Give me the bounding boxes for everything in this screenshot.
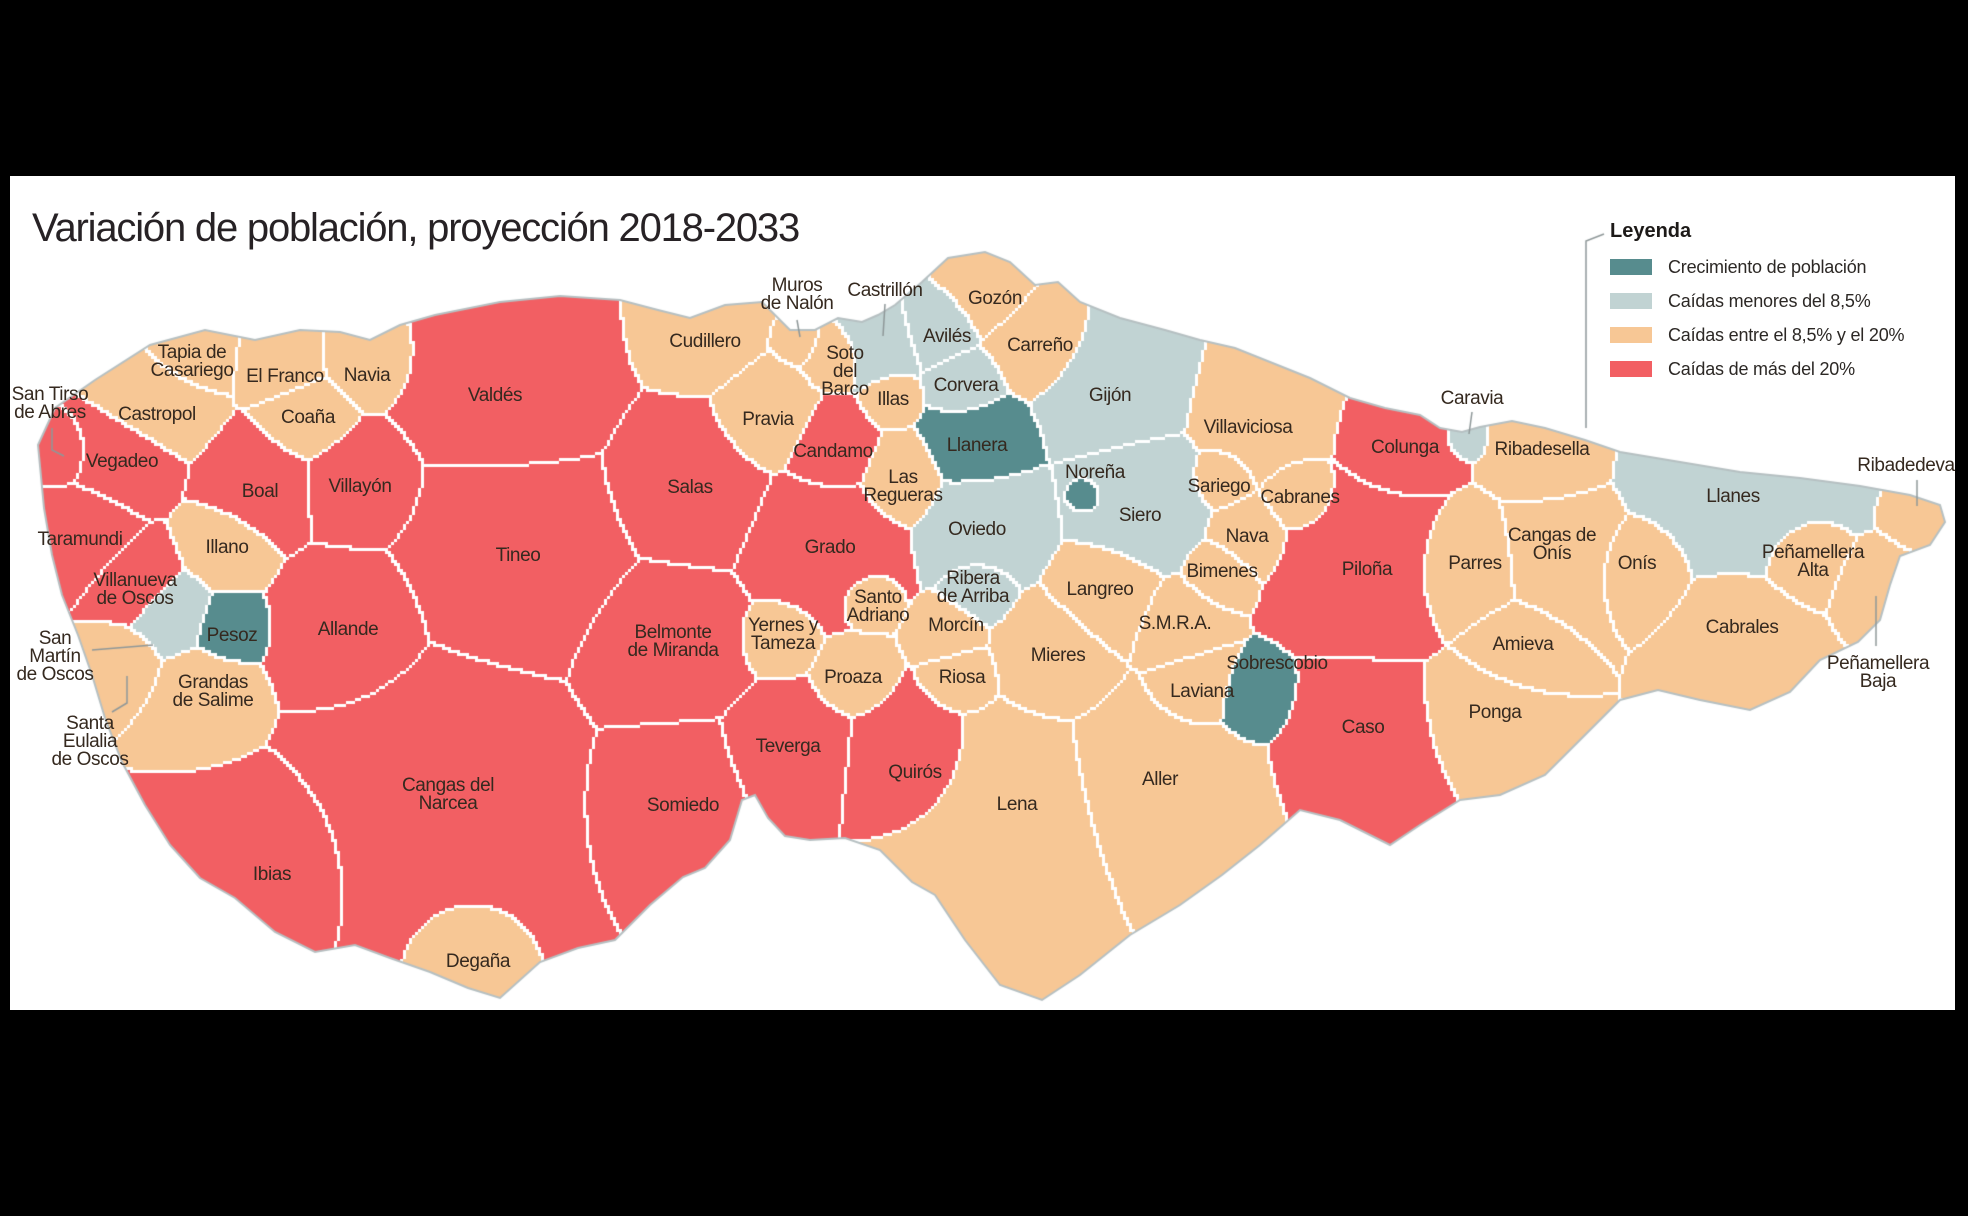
map-label-grado: Grado <box>804 536 856 558</box>
map-label-illas: Illas <box>877 388 909 410</box>
map-label-allande: Allande <box>317 618 379 640</box>
map-label-teverga: Teverga <box>755 735 821 757</box>
map-label-pravia: Pravia <box>742 408 794 430</box>
map-label-ribadesella: Ribadesella <box>1494 438 1590 460</box>
map-label-mieres: Mieres <box>1030 644 1086 666</box>
map-label-cangas-de-on-s: Cangas de Onís <box>1507 524 1597 564</box>
map-label-colunga: Colunga <box>1371 436 1439 458</box>
map-label-muros-de-nal-n: Muros de Nalón <box>760 274 834 314</box>
map-label-el-franco: El Franco <box>246 365 324 387</box>
map-label-las-regueras: Las Regueras <box>863 466 943 506</box>
legend-color-chip-lightblue <box>1610 293 1652 309</box>
map-label-on-s: Onís <box>1617 552 1657 574</box>
map-label-pe-amellera-alta: Peñamellera Alta <box>1761 541 1865 581</box>
legend-item-label: Caídas entre el 8,5% y el 20% <box>1668 324 1905 345</box>
map-label-san-mart-n-de-oscos: San Martín de Oscos <box>16 627 94 686</box>
map-label-tineo: Tineo <box>495 544 541 566</box>
map-label-morc-n: Morcín <box>928 614 984 636</box>
asturias-choropleth-canvas <box>10 176 1955 1010</box>
legend-item-lightblue: Caídas menores del 8,5% <box>1610 291 1940 311</box>
map-label-tapia-de-casariego: Tapia de Casariego <box>150 341 234 381</box>
legend-color-chip-red <box>1610 361 1652 377</box>
map-label-boal: Boal <box>241 480 279 502</box>
legend-items: Crecimiento de población Caídas menores d… <box>1610 257 1940 379</box>
map-label-cangas-del-narcea: Cangas del Narcea <box>401 774 495 814</box>
map-label-amieva: Amieva <box>1492 633 1554 655</box>
map-label-salas: Salas <box>667 476 713 498</box>
map-label-llanera: Llanera <box>946 434 1008 456</box>
map-label-goz-n: Gozón <box>968 287 1022 309</box>
legend-color-chip-orange <box>1610 327 1652 343</box>
map-label-san-tirso-de-abres: San Tirso de Abres <box>11 383 89 423</box>
map-label-villay-n: Villayón <box>328 475 392 497</box>
map-label-laviana: Laviana <box>1170 680 1234 702</box>
map-label-castrill-n: Castrillón <box>847 279 923 301</box>
map-label-lena: Lena <box>996 793 1038 815</box>
map-label-cudillero: Cudillero <box>669 330 741 352</box>
map-label-cabranes: Cabranes <box>1260 486 1340 508</box>
map-label-vald-s: Valdés <box>467 384 523 406</box>
legend-title: Leyenda <box>1610 220 1692 242</box>
map-label-llanes: Llanes <box>1706 485 1760 507</box>
legend-item-label: Caídas de más del 20% <box>1668 358 1855 379</box>
map-label-caso: Caso <box>1341 716 1385 738</box>
map-label-villanueva-de-oscos: Villanueva de Oscos <box>93 569 177 609</box>
map-panel: Variación de población, proyección 2018-… <box>10 176 1955 1010</box>
map-label-candamo: Candamo <box>793 440 873 462</box>
map-label-belmonte-de-miranda: Belmonte de Miranda <box>627 621 719 661</box>
map-label-castropol: Castropol <box>118 403 196 425</box>
map-label-sobrescobio: Sobrescobio <box>1226 652 1328 674</box>
map-label-somiedo: Somiedo <box>646 794 720 816</box>
map-label-villaviciosa: Villaviciosa <box>1203 416 1293 438</box>
map-label-vegadeo: Vegadeo <box>85 450 159 472</box>
map-label-aller: Aller <box>1141 768 1179 790</box>
map-label-pilo-a: Piloña <box>1341 558 1393 580</box>
legend: Leyenda Crecimiento de población Caídas m… <box>1610 220 1940 379</box>
map-label-caravia: Caravia <box>1440 387 1504 409</box>
map-label-bimenes: Bimenes <box>1186 560 1258 582</box>
map-label-cabrales: Cabrales <box>1705 616 1779 638</box>
page-title: Variación de población, proyección 2018-… <box>32 206 800 250</box>
map-label-ibias: Ibias <box>252 863 292 885</box>
map-label-ribadedeva: Ribadedeva <box>1857 454 1955 476</box>
map-label-gij-n: Gijón <box>1088 384 1132 406</box>
map-label-yernes-y-tameza: Yernes y Tameza <box>747 614 819 654</box>
map-label-pesoz: Pesoz <box>206 624 258 646</box>
map-label-langreo: Langreo <box>1066 578 1134 600</box>
map-label-corvera: Corvera <box>933 374 999 396</box>
map-label-dega-a: Degaña <box>445 950 511 972</box>
legend-item-red: Caídas de más del 20% <box>1610 359 1940 379</box>
map-label-pe-amellera-baja: Peñamellera Baja <box>1826 652 1930 692</box>
map-label-parres: Parres <box>1448 552 1502 574</box>
legend-item-orange: Caídas entre el 8,5% y el 20% <box>1610 325 1940 345</box>
map-label-soto-del-barco: Soto del Barco <box>821 342 869 401</box>
map-label-proaza: Proaza <box>824 666 882 688</box>
map-label-santo-adriano: Santo Adriano <box>846 586 910 626</box>
map-label-navia: Navia <box>343 364 391 386</box>
map-label-avil-s: Avilés <box>923 325 971 347</box>
map-label-oviedo: Oviedo <box>948 518 1006 540</box>
map-label-sariego: Sariego <box>1187 475 1251 497</box>
map-label-riosa: Riosa <box>938 666 986 688</box>
map-label-siero: Siero <box>1118 504 1162 526</box>
map-label-ribera-de-arriba: Ribera de Arriba <box>936 567 1010 607</box>
map-label-nore-a: Noreña <box>1065 461 1125 483</box>
legend-item-teal: Crecimiento de población <box>1610 257 1940 277</box>
legend-item-label: Crecimiento de población <box>1668 256 1867 277</box>
legend-color-chip-teal <box>1610 259 1652 275</box>
map-label-nava: Nava <box>1225 525 1269 547</box>
map-label-coa-a: Coaña <box>281 406 335 428</box>
map-label-grandas-de-salime: Grandas de Salime <box>172 671 254 711</box>
map-label-s-m-r-a: S.M.R.A. <box>1138 612 1212 634</box>
map-label-taramundi: Taramundi <box>37 528 123 550</box>
map-label-quir-s: Quirós <box>888 761 942 783</box>
map-label-ponga: Ponga <box>1468 701 1522 723</box>
map-label-carre-o: Carreño <box>1007 334 1073 356</box>
legend-item-label: Caídas menores del 8,5% <box>1668 290 1871 311</box>
map-label-illano: Illano <box>205 536 249 558</box>
map-label-santa-eulalia-de-oscos: Santa Eulalia de Oscos <box>51 712 129 771</box>
